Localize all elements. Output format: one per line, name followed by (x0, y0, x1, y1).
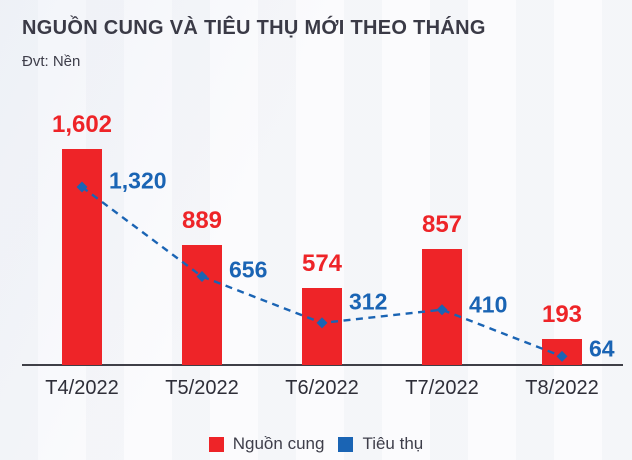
legend-swatch-blue-icon (338, 436, 354, 452)
x-axis-category-label: T5/2022 (165, 377, 239, 399)
bar-value-label: 1,602 (51, 111, 113, 138)
bar-nguon-cung (62, 149, 102, 365)
line-value-label: 410 (469, 291, 508, 318)
bar-value-label: 857 (421, 211, 463, 239)
x-axis-category-label: T4/2022 (45, 377, 119, 399)
chart-unit-label: Đvt: Nền (22, 53, 81, 70)
bar-value-label: 574 (301, 249, 343, 277)
legend-label-tieu-thu: Tiêu thụ (362, 434, 424, 453)
bar-value-label: 889 (181, 207, 223, 235)
x-axis-category-label: T8/2022 (525, 377, 599, 399)
line-value-label: 656 (229, 256, 268, 283)
legend-label-nguon-cung: Nguồn cung (232, 434, 325, 453)
line-value-label: 64 (589, 335, 615, 362)
bar-nguon-cung (422, 249, 462, 365)
line-value-label: 1,320 (109, 167, 167, 194)
bar-nguon-cung (302, 287, 342, 365)
x-axis-line (22, 364, 623, 366)
legend-swatch-red-icon (208, 436, 224, 452)
bar-nguon-cung (182, 245, 222, 365)
chart-title: NGUỒN CUNG VÀ TIÊU THỤ MỚI THEO THÁNG (22, 17, 486, 39)
legend-item-tieu-thu: Tiêu thụ (338, 434, 423, 454)
legend-item-nguon-cung: Nguồn cung (208, 434, 325, 454)
line-value-label: 312 (349, 288, 388, 315)
chart-legend: Nguồn cung Tiêu thụ (0, 434, 632, 454)
bar-nguon-cung (542, 338, 582, 365)
x-axis-category-label: T7/2022 (405, 377, 479, 399)
x-axis-category-label: T6/2022 (285, 377, 359, 399)
bar-value-label: 193 (541, 300, 583, 328)
